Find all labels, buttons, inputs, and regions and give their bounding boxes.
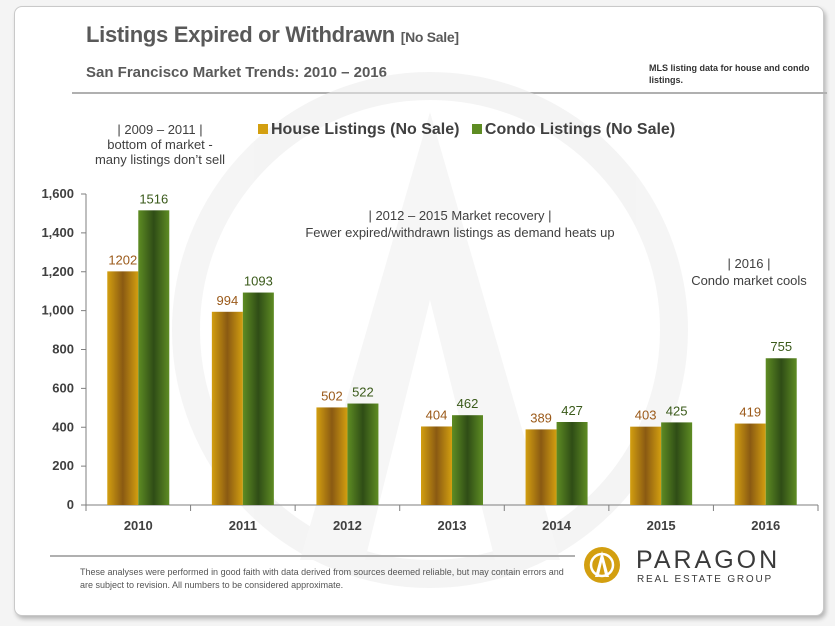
annotation-bottom-line3: many listings don’t sell: [94, 152, 226, 167]
bar-condo-value-label: 1516: [139, 191, 168, 206]
brand-name: PARAGON: [636, 546, 781, 574]
bar-house: [211, 311, 243, 505]
bar-condo: [452, 415, 483, 505]
x-tick-label: 2011: [229, 518, 257, 533]
bar-house-value-label: 994: [217, 293, 239, 308]
y-tick-label: 1,400: [41, 225, 74, 240]
brand-subtitle: REAL ESTATE GROUP: [637, 574, 773, 585]
bar-condo-value-label: 522: [352, 385, 374, 400]
annotation-bottom-line1: | 2009 – 2011 |: [117, 122, 203, 137]
y-tick-label: 0: [67, 497, 74, 512]
bar-condo: [765, 358, 797, 505]
disclaimer-text: These analyses were performed in good fa…: [80, 567, 564, 590]
annotation-cools-line2: Condo market cools: [691, 273, 807, 288]
y-tick-label: 200: [52, 458, 74, 473]
annotation-recovery: | 2012 – 2015 Market recovery | Fewer ex…: [270, 208, 650, 240]
annotation-recovery-line2: Fewer expired/withdrawn listings as dema…: [305, 225, 615, 240]
bar-house-value-label: 403: [635, 408, 657, 423]
chart-legend: House Listings (No Sale) Condo Listings …: [258, 121, 683, 139]
footer-divider: [50, 555, 575, 557]
y-tick-label: 400: [52, 419, 74, 434]
bar-house: [734, 423, 766, 505]
bar-condo-value-label: 425: [666, 403, 688, 418]
y-tick-label: 1,000: [41, 303, 74, 318]
legend-label-condo: Condo Listings (No Sale): [484, 121, 676, 138]
bar-condo: [661, 422, 693, 505]
bar-house: [316, 407, 348, 505]
bar-condo: [138, 210, 170, 505]
bar-house-value-label: 419: [739, 405, 761, 420]
bar-condo-value-label: 1093: [244, 274, 273, 289]
bar-house-value-label: 389: [530, 410, 552, 425]
bar-condo-value-label: 427: [561, 403, 583, 418]
y-tick-label: 1,200: [41, 264, 74, 279]
bar-house-value-label: 1202: [108, 252, 137, 267]
bar-condo-value-label: 755: [770, 339, 792, 354]
bar-condo: [347, 403, 379, 505]
y-tick-label: 600: [52, 380, 74, 395]
bar-house: [107, 271, 139, 505]
legend-swatch-condo: [471, 124, 482, 134]
legend-item-house: House Listings (No Sale): [258, 121, 459, 139]
legend-item-condo: Condo Listings (No Sale): [471, 121, 676, 139]
annotation-recovery-line1: | 2012 – 2015 Market recovery |: [368, 208, 552, 223]
annotation-bottom-line2: bottom of market -: [107, 137, 213, 152]
x-tick-label: 2012: [333, 518, 362, 533]
chart-subtitle: San Francisco Market Trends: 2010 – 2016: [86, 64, 387, 81]
legend-swatch-house: [258, 124, 268, 134]
bar-condo-value-label: 462: [457, 396, 479, 411]
annotation-bottom-market: | 2009 – 2011 | bottom of market - many …: [70, 122, 250, 167]
legend-label-house: House Listings (No Sale): [271, 121, 460, 138]
source-note: MLS listing data for house and condo lis…: [649, 63, 810, 85]
x-tick-label: 2015: [647, 518, 676, 533]
bar-condo: [242, 292, 274, 505]
bar-house-value-label: 502: [321, 388, 343, 403]
paragon-logo-icon: [584, 547, 620, 583]
x-tick-label: 2010: [124, 518, 153, 533]
bar-house-value-label: 404: [426, 407, 448, 422]
bar-house: [421, 426, 452, 505]
chart-title: Listings Expired or Withdrawn [No Sale]: [86, 22, 459, 47]
annotation-cools-line1: | 2016 |: [727, 256, 771, 271]
x-tick-label: 2014: [542, 518, 572, 533]
chart-title-suffix: [No Sale]: [400, 29, 459, 45]
y-tick-label: 1,600: [41, 186, 74, 201]
annotation-condo-cools: | 2016 | Condo market cools: [674, 256, 824, 288]
bar-house: [630, 426, 662, 505]
bar-house: [525, 429, 557, 505]
y-tick-label: 800: [52, 342, 74, 357]
x-tick-label: 2016: [751, 518, 780, 533]
bar-condo: [556, 422, 588, 505]
x-tick-label: 2013: [438, 518, 467, 533]
